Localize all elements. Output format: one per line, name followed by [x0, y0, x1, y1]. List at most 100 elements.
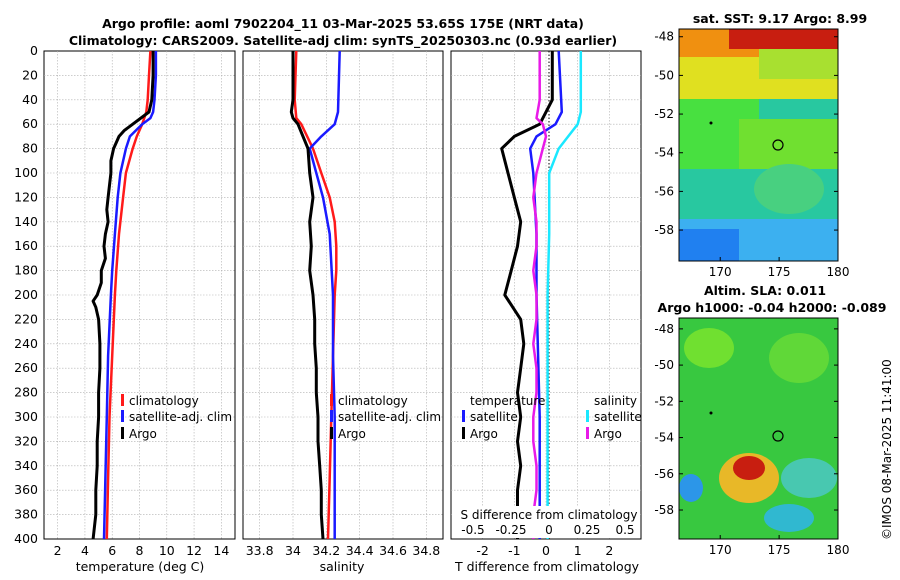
gridlines	[44, 51, 641, 539]
title-line2: Climatology: CARS2009. Satellite-adj cli…	[69, 33, 617, 49]
legend-swatch-satellite-adj	[121, 410, 124, 422]
x-tick-label: 33.8	[246, 543, 274, 558]
legend-label-t-satellite: satellite	[470, 410, 518, 424]
sst-map-image	[679, 29, 838, 261]
legend-label-satellite-adj: satellite-adj. clim	[129, 410, 232, 424]
map-lat-label: -58	[654, 223, 674, 237]
depth-tick-label: 240	[14, 336, 38, 351]
map-lon-label: 170	[709, 265, 732, 279]
map-lat-label: -52	[654, 107, 674, 121]
depth-tick-label: 380	[14, 507, 38, 522]
x-tick-label: 34.8	[412, 543, 440, 558]
x-tick-label: 2	[605, 543, 613, 558]
map-lat-label: -52	[654, 394, 674, 408]
salinity-xlabel: salinity	[320, 559, 365, 574]
sla-map-title-1: Altim. SLA: 0.011	[704, 283, 826, 298]
legend-swatch-s-argo	[586, 427, 589, 439]
map-lat-label: -56	[654, 467, 674, 481]
map-lat-label: -56	[654, 184, 674, 198]
map-lon-label: 180	[827, 543, 850, 557]
x-tick-label: 34	[285, 543, 301, 558]
legend-label-s-argo: Argo	[594, 427, 622, 441]
depth-tick-label: 120	[14, 189, 38, 204]
map-lat-label: -58	[654, 503, 674, 517]
salinity-tick-labels: 33.8 34 34.2 34.4 34.6 34.8	[246, 543, 441, 558]
depth-tick-label: 300	[14, 409, 38, 424]
difference-xlabel: T difference from climatology	[454, 559, 640, 574]
legend-title-salinity: salinity	[594, 394, 637, 408]
legend-label-t-argo: Argo	[470, 427, 498, 441]
legend-label-climatology: climatology	[129, 394, 199, 408]
sst-map-ticks: -48 -50 -52 -54 -56 -58 170 175 180	[654, 30, 849, 279]
sla-map-ticks: -48 -50 -52 -54 -56 -58 170 175 180	[654, 322, 849, 557]
sst-map-title: sat. SST: 9.17 Argo: 8.99	[693, 11, 867, 26]
series-line-satellite-adj-clim	[102, 51, 158, 539]
legend-swatch-t-argo	[462, 427, 465, 439]
x-tick-label: 34.2	[312, 543, 340, 558]
depth-tick-label: 220	[14, 311, 38, 326]
x-tick-label: 12	[186, 543, 202, 558]
map-lon-label: 170	[709, 543, 732, 557]
depth-tick-label: 20	[22, 67, 38, 82]
map-lat-label: -50	[654, 358, 674, 372]
map-lon-label: 180	[827, 265, 850, 279]
x-tick-label: 34.6	[379, 543, 407, 558]
salinity-legend: climatology satellite-adj. clim Argo	[330, 394, 441, 441]
map-lon-label: 175	[768, 543, 791, 557]
s-tick-label: -0.25	[495, 523, 526, 537]
s-tick-label: 0.25	[574, 523, 601, 537]
depth-tick-label: 140	[14, 214, 38, 229]
sst-map	[678, 28, 839, 262]
depth-tick-label: 40	[22, 92, 38, 107]
depth-tick-label: 180	[14, 263, 38, 278]
depth-tick-label: 340	[14, 458, 38, 473]
series-line-s-argo	[532, 51, 548, 539]
legend-label-satellite-adj: satellite-adj. clim	[338, 410, 441, 424]
title-line1: Argo profile: aoml 7902204_11 03-Mar-202…	[102, 16, 584, 32]
sla-map-title-2: Argo h1000: -0.04 h2000: -0.089	[658, 300, 887, 315]
x-tick-label: 6	[108, 543, 116, 558]
x-tick-label: 1	[574, 543, 582, 558]
series-line-t-argo	[500, 51, 554, 539]
x-tick-label: 10	[159, 543, 175, 558]
sla-map-image	[679, 318, 838, 539]
depth-tick-label: 200	[14, 287, 38, 302]
s-tick-label: 0.5	[615, 523, 634, 537]
s-axis-label: S difference from climatology	[461, 508, 638, 522]
temperature-legend: climatology satellite-adj. clim Argo	[121, 394, 232, 441]
difference-series	[500, 51, 583, 539]
series-line-t-satellite	[528, 51, 564, 539]
credit-text: ©IMOS 08-Mar-2025 11:41:00	[880, 359, 894, 540]
series-line-argo	[91, 51, 155, 539]
depth-tick-label: 320	[14, 433, 38, 448]
depth-tick-label: 0	[30, 43, 38, 58]
series-line-satellite-adj-clim	[308, 51, 341, 539]
sst-argo-marker	[772, 139, 784, 151]
depth-tick-labels: 0 20 40 60 80 100 120 140 160 180 200 220 240 260 280 3…	[14, 43, 38, 546]
legend-swatch-climatology	[121, 394, 124, 406]
difference-legend: temperature satellite Argo salinity sate…	[462, 394, 642, 441]
depth-tick-label: 260	[14, 360, 38, 375]
legend-swatch-argo	[330, 427, 333, 439]
legend-swatch-t-satellite	[462, 410, 465, 422]
x-tick-label: 14	[213, 543, 229, 558]
x-tick-label: 34.4	[346, 543, 374, 558]
depth-tick-label: 60	[22, 116, 38, 131]
s-tick-label: 0	[545, 523, 553, 537]
legend-label-argo: Argo	[129, 427, 157, 441]
legend-swatch-climatology	[330, 394, 333, 406]
temperature-series	[91, 51, 158, 539]
temperature-tick-labels: 2 4 6 8 10 12 14	[54, 543, 230, 558]
map-lat-label: -48	[654, 30, 674, 44]
map-lat-label: -54	[654, 431, 674, 445]
map-lat-label: -54	[654, 146, 674, 160]
s-axis-label-bg	[452, 506, 640, 538]
series-line-argo	[289, 51, 325, 539]
s-tick-label: -0.5	[461, 523, 484, 537]
legend-title-temperature: temperature	[470, 394, 545, 408]
map-lat-label: -50	[654, 68, 674, 82]
depth-tick-label: 160	[14, 238, 38, 253]
depth-tick-label: 400	[14, 531, 38, 546]
legend-swatch-satellite-adj	[330, 410, 333, 422]
sla-map	[678, 317, 839, 540]
